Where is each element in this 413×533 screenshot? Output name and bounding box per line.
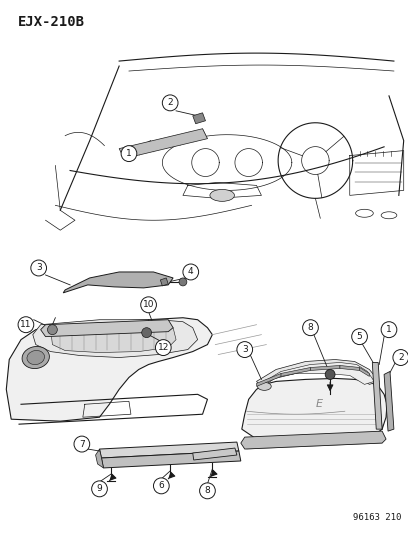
Text: 2: 2 (167, 99, 173, 107)
Polygon shape (119, 129, 207, 158)
Ellipse shape (27, 351, 45, 365)
Polygon shape (192, 448, 236, 460)
Text: 96163 210: 96163 210 (352, 513, 400, 522)
Circle shape (302, 320, 318, 336)
Ellipse shape (22, 346, 49, 368)
Circle shape (380, 322, 396, 337)
Text: 1: 1 (385, 325, 391, 334)
Text: 12: 12 (157, 343, 169, 352)
Text: 8: 8 (204, 486, 210, 495)
Polygon shape (310, 366, 339, 370)
Polygon shape (358, 367, 368, 376)
Circle shape (141, 328, 151, 337)
Circle shape (351, 329, 366, 345)
Circle shape (18, 317, 34, 333)
Circle shape (31, 260, 46, 276)
Text: 5: 5 (356, 332, 361, 341)
Circle shape (178, 278, 186, 286)
Text: 9: 9 (96, 484, 102, 494)
Text: 11: 11 (20, 320, 31, 329)
Text: 6: 6 (158, 481, 164, 490)
Polygon shape (280, 367, 310, 376)
Ellipse shape (257, 382, 271, 390)
Circle shape (140, 297, 156, 313)
Text: 2: 2 (397, 353, 403, 362)
Polygon shape (264, 362, 373, 384)
Ellipse shape (355, 209, 373, 217)
Polygon shape (50, 322, 176, 352)
Text: EJX-210B: EJX-210B (18, 15, 85, 29)
Text: E: E (315, 399, 322, 409)
Text: 3: 3 (36, 263, 41, 272)
Ellipse shape (380, 212, 396, 219)
Circle shape (392, 350, 408, 366)
Text: 1: 1 (126, 149, 131, 158)
Ellipse shape (209, 189, 234, 201)
Polygon shape (40, 320, 173, 337)
Polygon shape (6, 318, 212, 421)
Polygon shape (95, 449, 103, 468)
Text: 4: 4 (188, 268, 193, 277)
Circle shape (183, 264, 198, 280)
Circle shape (74, 436, 90, 452)
Text: 7: 7 (79, 440, 85, 449)
Circle shape (162, 95, 178, 111)
Polygon shape (256, 374, 280, 386)
Polygon shape (383, 372, 393, 431)
Polygon shape (192, 113, 205, 124)
Polygon shape (240, 431, 385, 449)
Polygon shape (101, 451, 240, 468)
Circle shape (236, 342, 252, 358)
Circle shape (91, 481, 107, 497)
Polygon shape (160, 278, 168, 286)
Polygon shape (256, 360, 378, 387)
Circle shape (153, 478, 169, 494)
Text: 3: 3 (241, 345, 247, 354)
Polygon shape (63, 272, 173, 293)
Circle shape (199, 483, 215, 499)
Polygon shape (241, 378, 386, 439)
Polygon shape (339, 366, 358, 370)
Circle shape (155, 340, 171, 356)
Text: 8: 8 (307, 323, 313, 332)
Polygon shape (371, 362, 381, 429)
Polygon shape (33, 320, 197, 358)
Circle shape (325, 369, 334, 379)
Circle shape (47, 325, 57, 335)
Text: 10: 10 (142, 300, 154, 309)
Circle shape (121, 146, 136, 161)
Polygon shape (99, 442, 238, 458)
